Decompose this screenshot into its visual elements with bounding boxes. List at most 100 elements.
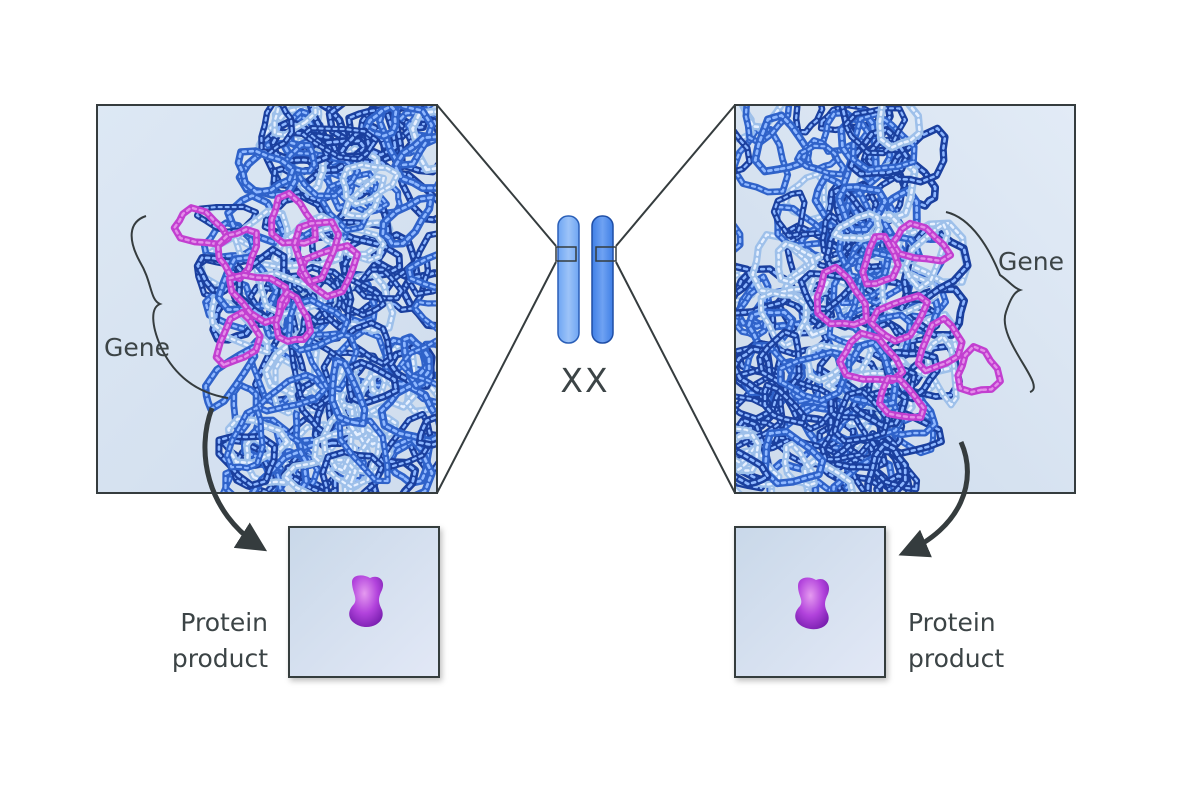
dna-loop-highlight bbox=[763, 383, 806, 425]
dna-loop-highlight bbox=[735, 264, 753, 296]
gene-loop-left-highlight bbox=[274, 290, 312, 343]
dna-loop-highlight bbox=[204, 345, 257, 412]
protein-icon-right bbox=[795, 577, 830, 630]
dna-loop bbox=[735, 125, 792, 196]
chromosome-right-zoom-box bbox=[595, 246, 617, 262]
dna-loop-highlight bbox=[794, 105, 824, 134]
gene-loop-right-highlight bbox=[916, 316, 964, 373]
dna-loop-highlight bbox=[321, 172, 378, 232]
dna-loop-highlight bbox=[821, 213, 851, 257]
arrow-left bbox=[202, 407, 268, 552]
right-panel-border bbox=[734, 104, 1076, 494]
dna-loop-highlight bbox=[400, 339, 437, 386]
dna-loop-highlight bbox=[772, 191, 806, 237]
dna-loop-highlight bbox=[364, 105, 398, 138]
gene-loop-right-highlight bbox=[861, 234, 900, 286]
gene-label-left: Gene bbox=[104, 333, 170, 362]
protein-label-left-line1: Protein bbox=[180, 608, 268, 637]
dna-loop-highlight bbox=[847, 458, 892, 493]
dna-loop-highlight bbox=[880, 267, 937, 316]
dna-loop-highlight bbox=[878, 105, 922, 150]
dna-loop-highlight bbox=[825, 227, 861, 268]
dna-loop-highlight bbox=[378, 105, 433, 167]
dna-loop-highlight bbox=[759, 291, 808, 348]
arrow-right bbox=[898, 440, 970, 558]
dna-loop-highlight bbox=[321, 450, 384, 493]
dna-loop-highlight bbox=[407, 253, 437, 290]
dna-loop-highlight bbox=[899, 287, 966, 337]
dna-loop-highlight bbox=[288, 151, 360, 198]
gene-loop-right-highlight bbox=[956, 345, 1002, 394]
dna-loop-highlight bbox=[237, 149, 295, 194]
gene-loop-right-highlight bbox=[878, 376, 925, 419]
dna-loop-highlight bbox=[273, 105, 321, 145]
dna-loop-highlight bbox=[348, 360, 398, 405]
dna-loop-highlight bbox=[273, 450, 319, 493]
gene-loop-right-highlight bbox=[891, 221, 952, 263]
dna-loop-highlight bbox=[313, 426, 381, 489]
left-dna-panel bbox=[96, 104, 438, 494]
protein-label-right-line2: product bbox=[908, 644, 1004, 673]
dna-loop-highlight bbox=[802, 435, 850, 493]
dna-loop-highlight bbox=[234, 209, 291, 269]
dna-loop-highlight bbox=[777, 242, 816, 284]
dna-loop-highlight bbox=[341, 163, 400, 206]
dna-loop-highlight bbox=[260, 105, 294, 155]
dna-loop-highlight bbox=[232, 382, 258, 433]
dna-loop bbox=[765, 458, 820, 493]
dna-loop-highlight bbox=[316, 226, 385, 262]
dna-loop-highlight bbox=[735, 130, 751, 173]
dna-loop-highlight bbox=[296, 377, 333, 436]
right-dna-strands bbox=[735, 105, 1004, 493]
dna-loop-highlight bbox=[887, 126, 947, 184]
dna-loop-highlight bbox=[217, 435, 276, 487]
chromosome-left bbox=[557, 215, 580, 344]
dna-loop-highlight bbox=[840, 340, 897, 407]
dna-loop-highlight bbox=[402, 335, 431, 388]
dna-loop-highlight bbox=[763, 430, 825, 485]
dna-loop-highlight bbox=[287, 298, 349, 352]
chromosome-left-zoom-box bbox=[555, 246, 577, 262]
dna-loop-highlight bbox=[803, 458, 854, 493]
dna-loop-highlight bbox=[256, 373, 327, 413]
gene-loop-left-highlight bbox=[214, 310, 262, 367]
dna-loop bbox=[735, 393, 784, 451]
dna-loop-highlight bbox=[883, 351, 939, 400]
gene-loop-left-highlight bbox=[293, 220, 340, 284]
dna-loop-highlight bbox=[301, 265, 353, 329]
dna-loop-highlight bbox=[837, 185, 887, 232]
gene-loop-left-highlight bbox=[216, 227, 258, 281]
dna-loop-highlight bbox=[259, 271, 323, 316]
dna-loop-highlight bbox=[334, 275, 385, 317]
gene-brace-right bbox=[945, 211, 1035, 393]
dna-loop-highlight bbox=[418, 415, 437, 447]
dna-loop-highlight bbox=[903, 222, 950, 291]
gene-brace-left bbox=[130, 215, 229, 399]
protein-label-right-line1: Protein bbox=[908, 608, 996, 637]
gene-loop-right-highlight bbox=[816, 265, 868, 326]
dna-loop-highlight bbox=[851, 112, 916, 171]
dna-loop-highlight bbox=[925, 334, 958, 407]
chromosome-label: XX bbox=[560, 361, 609, 400]
dna-loop-highlight bbox=[225, 406, 264, 470]
dna-loop-highlight bbox=[735, 366, 783, 420]
gene-loop-right-highlight bbox=[869, 294, 929, 343]
dna-loop-highlight bbox=[779, 350, 851, 402]
dna-loop-highlight bbox=[735, 448, 770, 486]
left-panel-border bbox=[96, 104, 438, 494]
dna-loop-highlight bbox=[380, 384, 437, 443]
dna-loop-highlight bbox=[301, 127, 378, 161]
zoom-lines bbox=[436, 104, 736, 494]
dna-loop-highlight bbox=[819, 438, 853, 485]
dna-loop-highlight bbox=[806, 344, 853, 382]
dna-loop-highlight bbox=[902, 271, 947, 318]
gene-loop-left-highlight bbox=[172, 206, 230, 246]
dna-loop-highlight bbox=[284, 143, 316, 173]
dna-loop-highlight bbox=[735, 347, 774, 395]
dna-loop-highlight bbox=[381, 196, 433, 246]
dna-loop-highlight bbox=[844, 107, 907, 155]
gene-loop-left-highlight bbox=[227, 273, 288, 324]
dna-loop bbox=[735, 221, 744, 254]
protein-label-left-line2: product bbox=[172, 644, 268, 673]
